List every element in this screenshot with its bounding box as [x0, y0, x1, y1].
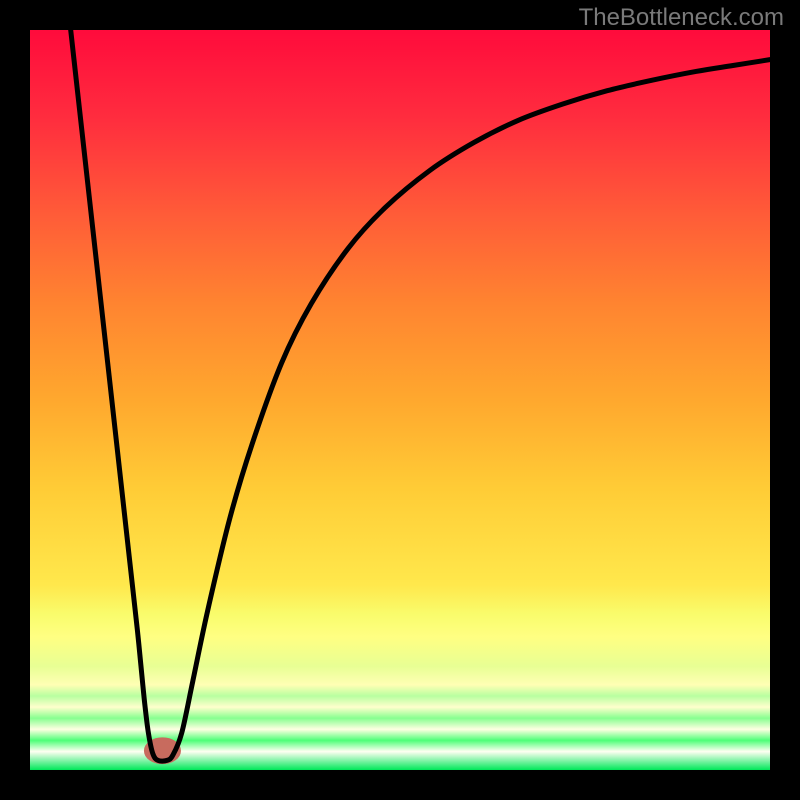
curve-svg — [0, 0, 800, 800]
watermark-text: TheBottleneck.com — [579, 4, 784, 32]
bottleneck-curve — [71, 30, 770, 761]
chart-container: { "figure": { "type": "line", "canvas_px… — [0, 0, 800, 800]
